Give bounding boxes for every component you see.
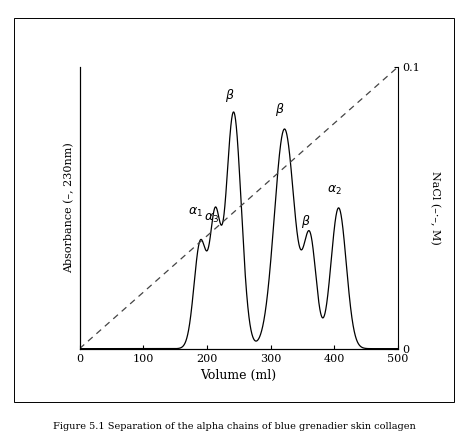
Text: $\beta$: $\beta$ [301, 213, 310, 230]
Text: $\beta$: $\beta$ [225, 87, 234, 104]
Text: $\alpha_3$: $\alpha_3$ [204, 211, 219, 225]
Y-axis label: Absorbance (–, 230nm): Absorbance (–, 230nm) [64, 143, 74, 273]
Text: $\alpha_1$: $\alpha_1$ [188, 206, 203, 219]
Y-axis label: NaCl (–·–, M): NaCl (–·–, M) [430, 171, 440, 245]
X-axis label: Volume (ml): Volume (ml) [201, 369, 277, 382]
Text: $\beta$: $\beta$ [275, 101, 285, 118]
Text: Figure 5.1 Separation of the alpha chains of blue grenadier skin collagen: Figure 5.1 Separation of the alpha chain… [52, 422, 416, 431]
Text: $\alpha_2$: $\alpha_2$ [327, 183, 342, 197]
